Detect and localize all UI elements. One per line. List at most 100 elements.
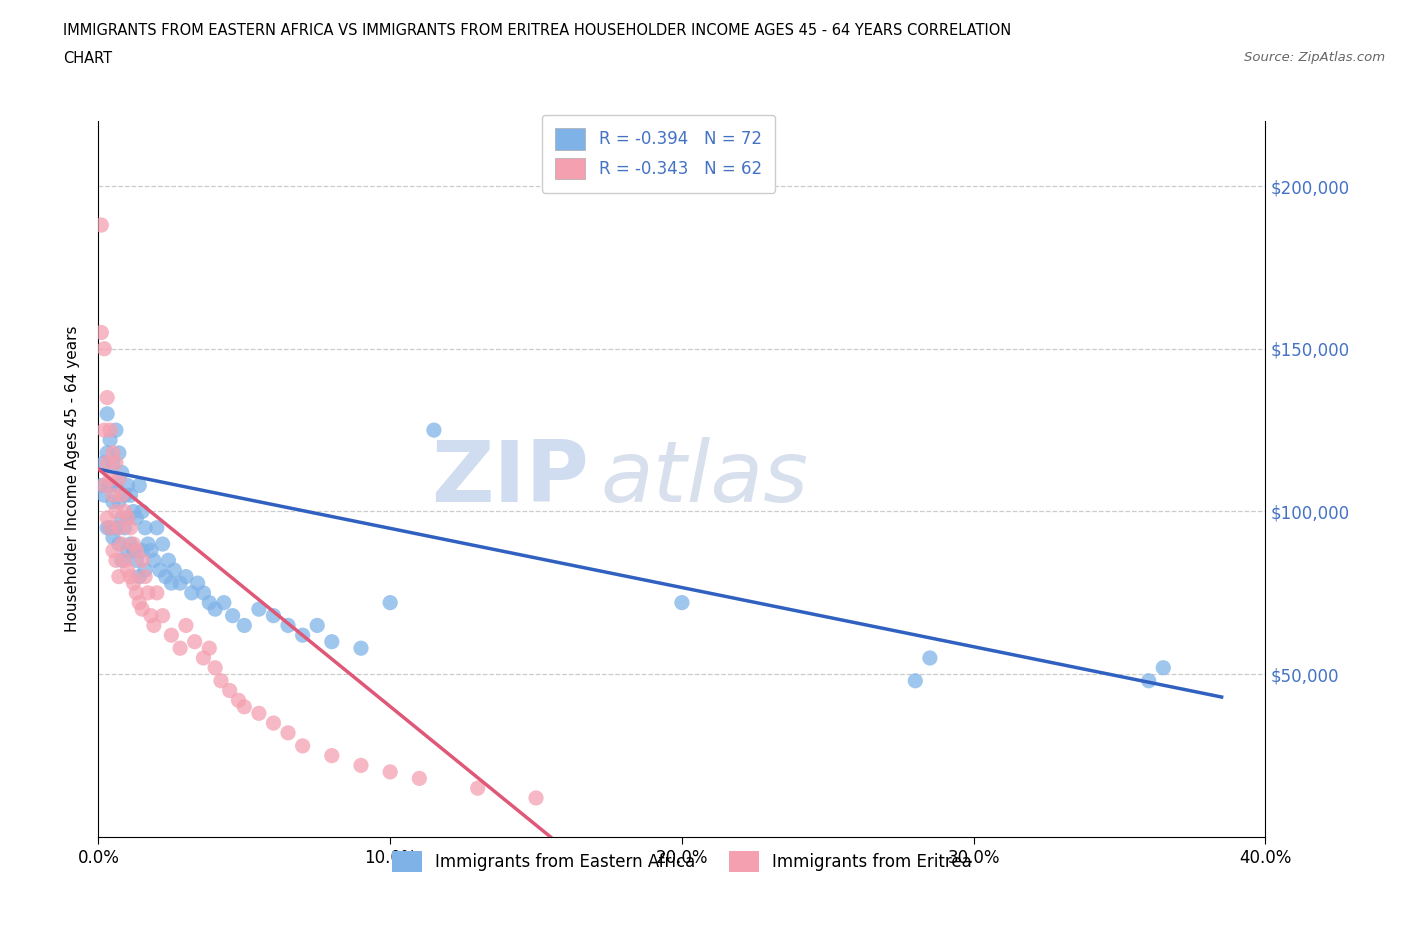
Text: ZIP: ZIP	[430, 437, 589, 521]
Point	[93, 456, 115, 471]
Point	[136, 537, 159, 551]
Point	[98, 521, 121, 536]
Point	[524, 790, 547, 805]
Point	[198, 641, 221, 656]
Point	[117, 511, 139, 525]
Point	[117, 543, 139, 558]
Point	[120, 537, 142, 551]
Point	[163, 563, 186, 578]
Point	[96, 406, 118, 421]
Point	[350, 641, 373, 656]
Point	[90, 326, 112, 340]
Point	[125, 543, 148, 558]
Point	[134, 521, 156, 536]
Point	[114, 521, 136, 536]
Point	[1137, 673, 1160, 688]
Point	[160, 628, 183, 643]
Point	[198, 595, 221, 610]
Point	[277, 725, 299, 740]
Point	[108, 445, 131, 460]
Point	[146, 586, 169, 601]
Point	[98, 472, 121, 486]
Point	[131, 543, 153, 558]
Point	[117, 478, 139, 493]
Point	[93, 422, 115, 438]
Point	[114, 504, 136, 519]
Point	[350, 758, 373, 773]
Point	[149, 563, 172, 578]
Point	[174, 618, 197, 633]
Point	[160, 576, 183, 591]
Point	[380, 595, 402, 610]
Point	[155, 569, 177, 584]
Point	[142, 618, 165, 633]
Point	[157, 552, 180, 567]
Point	[114, 552, 136, 567]
Point	[228, 693, 250, 708]
Point	[262, 716, 284, 731]
Point	[101, 530, 124, 545]
Point	[98, 432, 121, 447]
Point	[193, 586, 215, 601]
Point	[183, 634, 205, 649]
Point	[125, 511, 148, 525]
Point	[120, 569, 142, 584]
Point	[307, 618, 329, 633]
Point	[1152, 660, 1174, 675]
Point	[671, 595, 693, 610]
Point	[209, 673, 232, 688]
Point	[233, 699, 256, 714]
Point	[467, 781, 489, 796]
Point	[98, 478, 121, 493]
Point	[128, 595, 150, 610]
Point	[233, 618, 256, 633]
Point	[134, 563, 156, 578]
Point	[204, 660, 226, 675]
Point	[380, 764, 402, 779]
Point	[114, 488, 136, 503]
Point	[120, 521, 142, 536]
Point	[408, 771, 430, 786]
Point	[180, 586, 202, 601]
Point	[104, 504, 127, 519]
Point	[117, 563, 139, 578]
Point	[101, 488, 124, 503]
Point	[104, 456, 127, 471]
Y-axis label: Householder Income Ages 45 - 64 years: Householder Income Ages 45 - 64 years	[65, 326, 80, 632]
Point	[108, 521, 131, 536]
Point	[120, 488, 142, 503]
Point	[918, 651, 941, 666]
Point	[321, 748, 343, 763]
Point	[111, 465, 134, 480]
Point	[111, 511, 134, 525]
Point	[96, 521, 118, 536]
Point	[104, 521, 127, 536]
Point	[152, 537, 174, 551]
Point	[122, 543, 145, 558]
Point	[247, 706, 270, 721]
Point	[131, 504, 153, 519]
Text: CHART: CHART	[63, 51, 112, 66]
Point	[204, 602, 226, 617]
Point	[193, 651, 215, 666]
Point	[101, 456, 124, 471]
Point	[277, 618, 299, 633]
Point	[96, 511, 118, 525]
Point	[139, 608, 162, 623]
Point	[122, 504, 145, 519]
Point	[169, 576, 191, 591]
Point	[111, 537, 134, 551]
Point	[174, 569, 197, 584]
Point	[96, 391, 118, 405]
Point	[104, 422, 127, 438]
Point	[131, 602, 153, 617]
Point	[104, 478, 127, 493]
Point	[111, 552, 134, 567]
Point	[122, 537, 145, 551]
Point	[101, 495, 124, 510]
Point	[321, 634, 343, 649]
Point	[291, 628, 314, 643]
Point	[169, 641, 191, 656]
Point	[142, 552, 165, 567]
Point	[262, 608, 284, 623]
